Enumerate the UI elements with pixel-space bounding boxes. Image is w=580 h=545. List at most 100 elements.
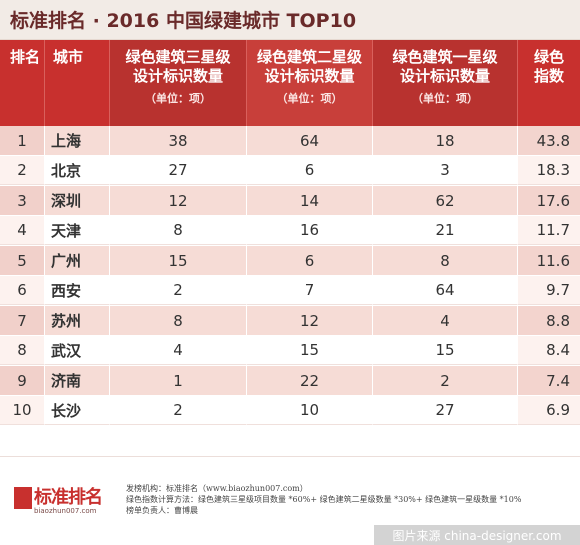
green-index-cell: 11.6 [518, 246, 580, 275]
header-city-label: 城市 [53, 48, 84, 66]
city-cell: 苏州 [45, 306, 110, 335]
two-star-cell: 16 [247, 216, 373, 245]
header-three-star: 绿色建筑三星级 设计标识数量 （单位：项） [110, 40, 247, 126]
table-row: 4 天津 8 16 21 11.7 [0, 216, 580, 246]
rank-cell: 5 [0, 246, 45, 275]
header-three-star-unit: （单位：项） [145, 92, 211, 105]
header-rank-label: 排名 [10, 48, 41, 66]
one-star-cell: 15 [373, 336, 518, 365]
table-row: 1 上海 38 64 18 43.8 [0, 126, 580, 156]
three-star-cell: 12 [110, 186, 247, 215]
header-three-star-line1: 绿色建筑三星级 [125, 48, 231, 66]
table-row: 2 北京 27 6 3 18.3 [0, 156, 580, 186]
biaozhun-logo: 标准排名 biaozhun007.com [14, 481, 106, 521]
city-cell: 上海 [45, 126, 110, 155]
rank-cell: 9 [0, 366, 45, 395]
one-star-cell: 4 [373, 306, 518, 335]
three-star-cell: 1 [110, 366, 247, 395]
two-star-cell: 12 [247, 306, 373, 335]
table-row: 7 苏州 8 12 4 8.8 [0, 306, 580, 336]
two-star-cell: 6 [247, 246, 373, 275]
table-row: 5 广州 15 6 8 11.6 [0, 246, 580, 276]
three-star-cell: 2 [110, 396, 247, 425]
logo-mark-icon [14, 487, 32, 509]
header-two-star: 绿色建筑二星级 设计标识数量 （单位：项） [247, 40, 373, 126]
table-header: 排名 城市 绿色建筑三星级 设计标识数量 （单位：项） 绿色建筑二星级 设计标识… [0, 40, 580, 126]
one-star-cell: 2 [373, 366, 518, 395]
city-cell: 武汉 [45, 336, 110, 365]
one-star-cell: 3 [373, 156, 518, 185]
green-index-cell: 18.3 [518, 156, 580, 185]
header-two-star-unit: （单位：项） [276, 92, 343, 105]
three-star-cell: 8 [110, 306, 247, 335]
table-row: 9 济南 1 22 2 7.4 [0, 366, 580, 396]
header-city: 城市 [45, 40, 110, 126]
two-star-cell: 14 [247, 186, 373, 215]
three-star-cell: 27 [110, 156, 247, 185]
one-star-cell: 27 [373, 396, 518, 425]
header-two-star-line1: 绿色建筑二星级 [256, 48, 362, 66]
rank-cell: 4 [0, 216, 45, 245]
green-index-cell: 8.4 [518, 336, 580, 365]
one-star-cell: 64 [373, 276, 518, 305]
page-title: 标准排名 · 2016 中国绿建城市 TOP10 [10, 10, 357, 32]
two-star-cell: 15 [247, 336, 373, 365]
city-cell: 深圳 [45, 186, 110, 215]
two-star-cell: 22 [247, 366, 373, 395]
rank-cell: 6 [0, 276, 45, 305]
rank-cell: 10 [0, 396, 45, 425]
rank-cell: 3 [0, 186, 45, 215]
editor-line: 榜单负责人：曹博晨 [126, 506, 198, 515]
logo-subtext: biaozhun007.com [34, 507, 97, 515]
title-bar: 标准排名 · 2016 中国绿建城市 TOP10 [0, 0, 580, 40]
city-cell: 西安 [45, 276, 110, 305]
green-index-cell: 7.4 [518, 366, 580, 395]
footer: 标准排名 biaozhun007.com 发榜机构：标准排名（www.biaoz… [0, 456, 580, 545]
city-cell: 长沙 [45, 396, 110, 425]
three-star-cell: 38 [110, 126, 247, 155]
header-index-line1: 绿色 [533, 48, 564, 66]
table-row: 8 武汉 4 15 15 8.4 [0, 336, 580, 366]
method-line: 绿色指数计算方法：绿色建筑三星级项目数量 *60%+ 绿色建筑二星级数量 *30… [126, 495, 522, 504]
green-index-cell: 17.6 [518, 186, 580, 215]
three-star-cell: 4 [110, 336, 247, 365]
header-one-star-unit: （单位：项） [412, 92, 478, 105]
header-three-star-line2: 设计标识数量 [132, 67, 223, 85]
header-one-star: 绿色建筑一星级 设计标识数量 （单位：项） [373, 40, 518, 126]
green-index-cell: 43.8 [518, 126, 580, 155]
logo-text: 标准排名 [34, 487, 103, 508]
footer-notes: 发榜机构：标准排名（www.biaozhun007.com） 绿色指数计算方法：… [126, 483, 578, 516]
image-source-watermark: 图片来源 china-designer.com [374, 525, 580, 545]
table-body: 1 上海 38 64 18 43.8 2 北京 27 6 3 18.3 3 深圳… [0, 126, 580, 426]
three-star-cell: 8 [110, 216, 247, 245]
header-two-star-line2: 设计标识数量 [264, 67, 355, 85]
city-cell: 北京 [45, 156, 110, 185]
two-star-cell: 64 [247, 126, 373, 155]
header-one-star-line1: 绿色建筑一星级 [392, 48, 498, 66]
table-row: 3 深圳 12 14 62 17.6 [0, 186, 580, 216]
rank-cell: 2 [0, 156, 45, 185]
three-star-cell: 15 [110, 246, 247, 275]
header-one-star-line2: 设计标识数量 [399, 67, 490, 85]
green-index-cell: 6.9 [518, 396, 580, 425]
table-row: 10 长沙 2 10 27 6.9 [0, 396, 580, 426]
two-star-cell: 7 [247, 276, 373, 305]
one-star-cell: 21 [373, 216, 518, 245]
two-star-cell: 10 [247, 396, 373, 425]
header-rank: 排名 [0, 40, 45, 126]
one-star-cell: 18 [373, 126, 518, 155]
green-index-cell: 9.7 [518, 276, 580, 305]
one-star-cell: 8 [373, 246, 518, 275]
two-star-cell: 6 [247, 156, 373, 185]
city-cell: 济南 [45, 366, 110, 395]
publisher-line: 发榜机构：标准排名（www.biaozhun007.com） [126, 484, 308, 493]
header-green-index: 绿色 指数 [518, 40, 580, 126]
city-cell: 天津 [45, 216, 110, 245]
rank-cell: 8 [0, 336, 45, 365]
three-star-cell: 2 [110, 276, 247, 305]
green-index-cell: 8.8 [518, 306, 580, 335]
city-cell: 广州 [45, 246, 110, 275]
rank-cell: 1 [0, 126, 45, 155]
rank-cell: 7 [0, 306, 45, 335]
header-index-line2: 指数 [533, 67, 564, 85]
